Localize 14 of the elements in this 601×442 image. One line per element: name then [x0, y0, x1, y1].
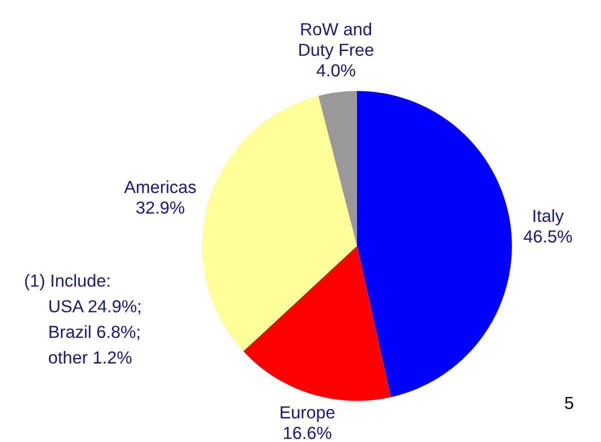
pie-slice [243, 246, 391, 401]
data-label: 16.6% [284, 426, 332, 440]
text: 5 [564, 396, 574, 410]
pie-slice [202, 96, 357, 352]
slice-label: RoW and Duty Free [299, 22, 374, 60]
pie-slice [318, 91, 357, 246]
data-label: 4.0% [316, 64, 356, 77]
data-label: 32.9% [136, 201, 184, 214]
slice-label: Americas [124, 180, 196, 194]
slice-label: Europe [280, 406, 335, 422]
pie-slice [356, 91, 512, 398]
data-label: 46.5% [524, 230, 572, 243]
slice-label: Italy [534, 209, 564, 226]
text: (1) Include: USA 24.9%; Brazil 6.8%; other 1.2% [25, 274, 140, 364]
